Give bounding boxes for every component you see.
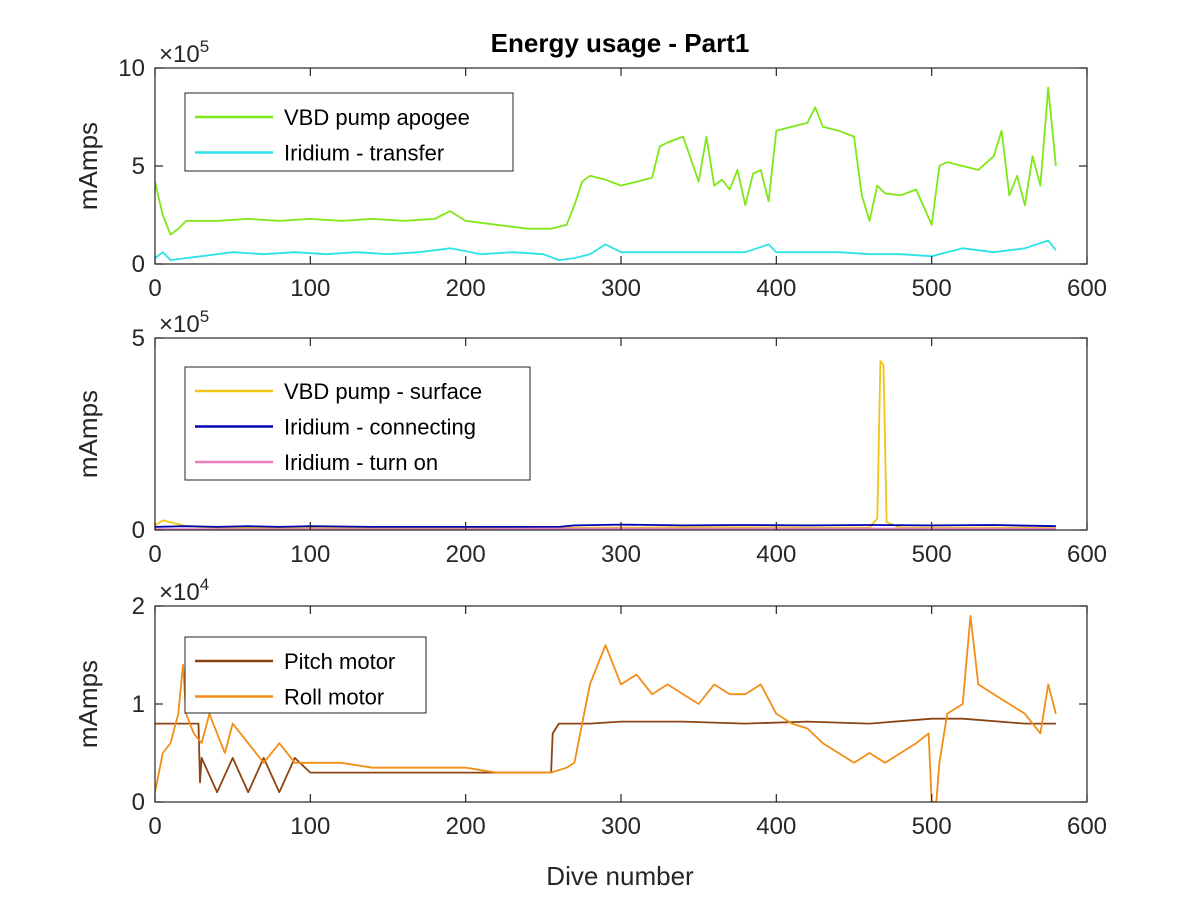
x-tick-label: 600	[1067, 541, 1107, 568]
x-tick-label: 400	[756, 541, 796, 568]
x-tick-label: 0	[148, 541, 161, 568]
y-tick-label: 10	[118, 55, 145, 82]
y-tick-label: 0	[132, 789, 145, 816]
x-tick-label: 200	[446, 541, 486, 568]
subplot-1: 0 100 200 300 400 500 600 0 5 10 ×105 mAmps VBD pump…	[73, 37, 1107, 302]
y-axis-label: mAmps	[73, 660, 103, 748]
x-tick-label: 100	[290, 541, 330, 568]
y-tick-label: 5	[132, 153, 145, 180]
series-line-2	[155, 614, 1057, 802]
axis-multiplier: ×104	[159, 575, 209, 606]
x-tick-label: 300	[601, 275, 641, 302]
legend-label: Roll motor	[284, 685, 384, 710]
x-tick-label: 200	[446, 275, 486, 302]
legend: Pitch motor Roll motor	[184, 636, 427, 714]
x-tick-label: 100	[290, 813, 330, 840]
legend: VBD pump - surface Iridium - connecting Ir…	[184, 366, 531, 481]
series-lines	[155, 86, 1057, 261]
legend-label: Iridium - connecting	[284, 415, 476, 440]
subplot-3: 0 100 200 300 400 500 600 0 1 2 ×104 mAmps Pitch mot…	[73, 575, 1107, 840]
legend-label: Iridium - transfer	[284, 141, 444, 166]
axis-multiplier: ×105	[159, 37, 209, 68]
y-axis-label: mAmps	[73, 390, 103, 478]
legend-label: VBD pump - surface	[284, 379, 482, 404]
series-lines	[155, 614, 1057, 802]
x-tick-label: 400	[756, 813, 796, 840]
series-line-3	[155, 527, 1056, 530]
x-axis-label: Dive number	[546, 861, 694, 891]
legend-label: VBD pump apogee	[284, 105, 470, 130]
y-tick-label: 5	[132, 325, 145, 352]
x-tick-label: 600	[1067, 813, 1107, 840]
y-tick-label: 0	[132, 517, 145, 544]
series-line-1	[155, 717, 1056, 794]
series-lines	[155, 360, 1056, 530]
x-tick-label: 200	[446, 813, 486, 840]
y-tick-label: 0	[132, 251, 145, 278]
subplot-2: 0 100 200 300 400 500 600 0 5 ×105 mAmps VBD pump -…	[73, 307, 1107, 568]
x-tick-label: 0	[148, 813, 161, 840]
x-tick-label: 0	[148, 275, 161, 302]
x-tick-label: 500	[912, 275, 952, 302]
chart-title: Energy usage - Part1	[491, 28, 750, 58]
y-tick-label: 2	[132, 593, 145, 620]
legend-box	[184, 636, 427, 714]
series-line-2	[155, 239, 1057, 261]
x-tick-label: 500	[912, 813, 952, 840]
legend: VBD pump apogee Iridium - transfer	[184, 92, 514, 172]
legend-label: Iridium - turn on	[284, 450, 438, 475]
x-tick-label: 500	[912, 541, 952, 568]
axis-multiplier: ×105	[159, 307, 209, 338]
x-tick-label: 100	[290, 275, 330, 302]
y-tick-label: 1	[132, 691, 145, 718]
x-tick-label: 300	[601, 813, 641, 840]
series-line-1	[155, 86, 1057, 236]
legend-box	[184, 92, 514, 172]
series-line-2	[155, 523, 1056, 528]
x-tick-label: 300	[601, 541, 641, 568]
y-axis-label: mAmps	[73, 122, 103, 210]
x-tick-label: 600	[1067, 275, 1107, 302]
x-tick-label: 400	[756, 275, 796, 302]
legend-label: Pitch motor	[284, 649, 395, 674]
